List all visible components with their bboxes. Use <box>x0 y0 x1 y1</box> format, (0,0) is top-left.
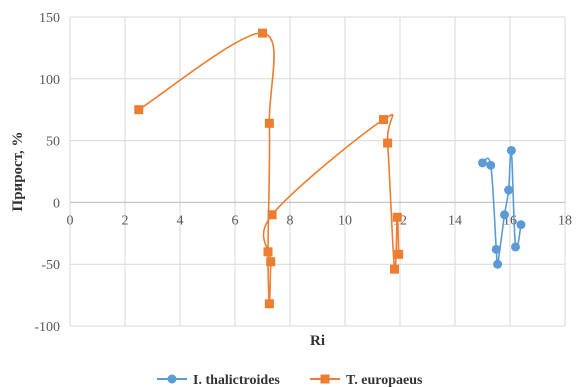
data-point <box>263 247 273 257</box>
y-axis-title: Прирост, % <box>10 132 26 212</box>
data-point <box>267 210 277 220</box>
legend: I. thalictroides T. europaeus <box>157 373 423 387</box>
x-tick-label: 4 <box>177 213 184 228</box>
data-point <box>383 138 393 148</box>
x-tick-label: 18 <box>558 213 572 228</box>
y-tick-label: 150 <box>39 11 60 26</box>
x-tick-label: 6 <box>232 213 239 228</box>
y-tick-label: -100 <box>34 320 60 335</box>
data-point <box>264 299 274 309</box>
legend-label: I. thalictroides <box>193 373 280 387</box>
x-tick-label: 0 <box>67 213 74 228</box>
grid <box>69 16 566 327</box>
x-axis-title: Ri <box>310 333 325 349</box>
data-point <box>504 185 514 195</box>
data-point <box>266 257 276 267</box>
series-i-thalictroides <box>478 145 526 269</box>
data-point <box>379 115 388 125</box>
x-axis: 024681012141618 <box>67 213 573 228</box>
y-tick-label: 100 <box>39 73 60 88</box>
legend-label: T. europaeus <box>346 373 423 387</box>
x-tick-label: 10 <box>338 213 352 228</box>
data-point <box>478 158 487 168</box>
x-tick-label: 14 <box>448 213 462 228</box>
data-point <box>486 160 496 170</box>
legend-item: I. thalictroides <box>157 373 280 387</box>
data-point <box>491 244 501 254</box>
legend-item: T. europaeus <box>310 373 423 387</box>
legend-marker <box>167 374 177 384</box>
y-tick-label: 50 <box>46 135 60 150</box>
x-tick-label: 2 <box>122 213 129 228</box>
y-tick-label: 0 <box>53 196 60 211</box>
data-point <box>493 259 503 269</box>
y-tick-label: -50 <box>41 258 60 273</box>
data-point <box>264 118 274 128</box>
data-point <box>134 105 144 115</box>
data-point <box>392 212 402 222</box>
data-point <box>258 28 267 38</box>
data-point <box>511 242 520 252</box>
series-layer <box>134 28 526 309</box>
data-point <box>390 264 399 274</box>
x-tick-label: 8 <box>287 213 294 228</box>
data-point <box>516 220 526 230</box>
data-point <box>394 249 404 259</box>
series-t-europaeus <box>134 28 404 309</box>
data-point <box>506 145 516 155</box>
data-point <box>500 210 509 220</box>
legend-marker <box>320 374 330 384</box>
y-axis: -100 -50 0 50 100 150 <box>34 11 60 335</box>
